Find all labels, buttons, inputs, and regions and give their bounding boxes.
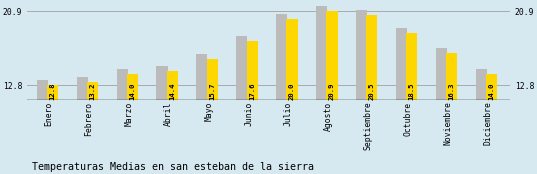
- Text: 20.9: 20.9: [329, 82, 335, 100]
- Bar: [246, 41, 258, 100]
- Text: 20.5: 20.5: [369, 82, 375, 100]
- Bar: [366, 15, 378, 100]
- Bar: [47, 85, 58, 100]
- Bar: [276, 14, 287, 100]
- Text: 14.0: 14.0: [129, 82, 135, 100]
- Bar: [396, 28, 407, 100]
- Text: 12.8: 12.8: [49, 82, 56, 100]
- Text: 16.3: 16.3: [448, 82, 455, 100]
- Bar: [476, 69, 487, 100]
- Bar: [446, 53, 457, 100]
- Bar: [207, 59, 218, 100]
- Bar: [167, 71, 178, 100]
- Bar: [87, 82, 98, 100]
- Bar: [156, 66, 168, 100]
- Text: 13.2: 13.2: [90, 82, 96, 100]
- Bar: [436, 48, 447, 100]
- Bar: [286, 19, 297, 100]
- Text: 17.6: 17.6: [249, 82, 255, 100]
- Bar: [356, 10, 367, 100]
- Bar: [77, 77, 88, 100]
- Bar: [406, 33, 417, 100]
- Bar: [326, 11, 338, 100]
- Text: 14.4: 14.4: [169, 82, 176, 100]
- Bar: [486, 74, 497, 100]
- Bar: [37, 80, 48, 100]
- Text: 15.7: 15.7: [209, 82, 215, 100]
- Text: 20.0: 20.0: [289, 82, 295, 100]
- Bar: [127, 74, 138, 100]
- Bar: [236, 36, 248, 100]
- Bar: [316, 6, 327, 100]
- Text: 18.5: 18.5: [409, 82, 415, 100]
- Bar: [197, 54, 207, 100]
- Text: 14.0: 14.0: [489, 82, 495, 100]
- Text: Temperaturas Medias en san esteban de la sierra: Temperaturas Medias en san esteban de la…: [32, 162, 314, 172]
- Bar: [117, 69, 128, 100]
